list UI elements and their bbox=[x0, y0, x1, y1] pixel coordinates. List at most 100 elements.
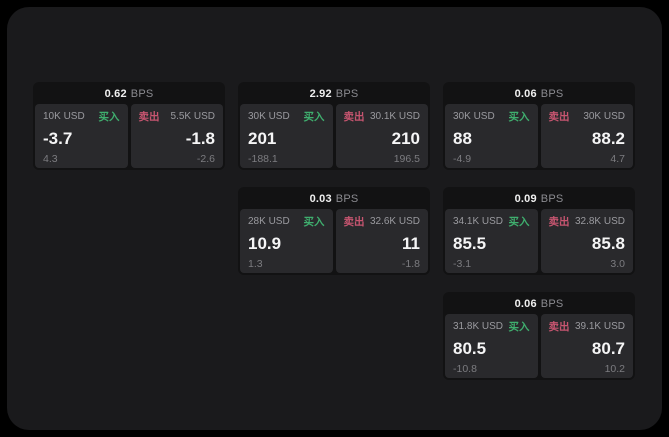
buy-price: 80.5 bbox=[453, 339, 487, 359]
sell-tile-top: 卖出 32.8K USD bbox=[549, 214, 626, 229]
buy-delta: -188.1 bbox=[248, 152, 278, 165]
bps-value: 2.92 bbox=[309, 88, 332, 100]
buy-price: 10.9 bbox=[248, 234, 282, 254]
quote-card-body: 30K USD 买入 88 -4.9 卖出 30K USD 88.2 4.7 bbox=[445, 104, 633, 168]
quote-card-body: 30K USD 买入 201 -188.1 卖出 30.1K USD 210 1… bbox=[240, 104, 428, 168]
sell-price: 210 bbox=[391, 129, 420, 149]
buy-delta: -4.9 bbox=[453, 152, 472, 165]
sell-tile[interactable]: 卖出 30.1K USD 210 196.5 bbox=[335, 104, 428, 168]
sell-tile[interactable]: 卖出 32.6K USD 11 -1.8 bbox=[335, 209, 428, 273]
buy-tile-top: 31.8K USD 买入 bbox=[453, 319, 530, 334]
buy-amount: 10K USD bbox=[43, 111, 85, 122]
bps-value: 0.03 bbox=[309, 193, 332, 205]
quote-card: 0.06 BPS 30K USD 买入 88 -4.9 卖出 30K USD 8… bbox=[443, 82, 635, 170]
bps-unit-label: BPS bbox=[540, 88, 564, 100]
buy-tile[interactable]: 34.1K USD 买入 85.5 -3.1 bbox=[445, 209, 538, 273]
sell-delta: 4.7 bbox=[610, 152, 625, 165]
quote-card: 0.06 BPS 31.8K USD 买入 80.5 -10.8 卖出 39.1… bbox=[443, 292, 635, 380]
buy-tile[interactable]: 28K USD 买入 10.9 1.3 bbox=[240, 209, 333, 273]
buy-amount: 30K USD bbox=[248, 111, 290, 122]
quote-card: 0.03 BPS 28K USD 买入 10.9 1.3 卖出 32.6K US… bbox=[238, 187, 430, 275]
sell-delta: 196.5 bbox=[393, 152, 420, 165]
sell-tile[interactable]: 卖出 32.8K USD 85.8 3.0 bbox=[540, 209, 633, 273]
sell-delta: 3.0 bbox=[610, 257, 625, 270]
app-window: 0.62 BPS 10K USD 买入 -3.7 4.3 卖出 5.5K USD… bbox=[7, 7, 662, 430]
bps-value: 0.62 bbox=[104, 88, 127, 100]
buy-tile[interactable]: 30K USD 买入 201 -188.1 bbox=[240, 104, 333, 168]
sell-amount: 32.6K USD bbox=[369, 216, 420, 227]
bps-value: 0.09 bbox=[514, 193, 537, 205]
buy-delta: 4.3 bbox=[43, 152, 58, 165]
bps-unit-label: BPS bbox=[130, 88, 154, 100]
bps-header: 0.06 BPS bbox=[445, 294, 633, 314]
quote-card: 2.92 BPS 30K USD 买入 201 -188.1 卖出 30.1K … bbox=[238, 82, 430, 170]
sell-tile[interactable]: 卖出 30K USD 88.2 4.7 bbox=[540, 104, 633, 168]
buy-side-label: 买入 bbox=[508, 216, 530, 228]
buy-price: -3.7 bbox=[43, 129, 73, 149]
bps-value: 0.06 bbox=[514, 88, 537, 100]
sell-price: -1.8 bbox=[185, 129, 215, 149]
sell-tile-top: 卖出 5.5K USD bbox=[139, 109, 216, 124]
sell-tile-top: 卖出 32.6K USD bbox=[344, 214, 421, 229]
buy-price: 85.5 bbox=[453, 234, 487, 254]
bps-header: 0.03 BPS bbox=[240, 189, 428, 209]
buy-side-label: 买入 bbox=[98, 111, 120, 123]
sell-price: 11 bbox=[402, 234, 420, 254]
sell-price: 80.7 bbox=[591, 339, 625, 359]
sell-delta: 10.2 bbox=[604, 362, 625, 375]
buy-amount: 31.8K USD bbox=[453, 321, 504, 332]
buy-side-label: 买入 bbox=[303, 111, 325, 123]
sell-delta: -2.6 bbox=[196, 152, 215, 165]
quote-card-body: 34.1K USD 买入 85.5 -3.1 卖出 32.8K USD 85.8… bbox=[445, 209, 633, 273]
buy-side-label: 买入 bbox=[508, 111, 530, 123]
buy-amount: 28K USD bbox=[248, 216, 290, 227]
bps-unit-label: BPS bbox=[335, 193, 359, 205]
sell-tile-top: 卖出 39.1K USD bbox=[549, 319, 626, 334]
sell-price: 85.8 bbox=[591, 234, 625, 254]
buy-side-label: 买入 bbox=[508, 321, 530, 333]
buy-amount: 34.1K USD bbox=[453, 216, 504, 227]
buy-amount: 30K USD bbox=[453, 111, 495, 122]
buy-delta: -3.1 bbox=[453, 257, 472, 270]
sell-side-label: 卖出 bbox=[548, 216, 570, 228]
buy-price: 88 bbox=[453, 129, 472, 149]
sell-delta: -1.8 bbox=[401, 257, 420, 270]
sell-side-label: 卖出 bbox=[548, 111, 570, 123]
bps-header: 0.62 BPS bbox=[35, 84, 223, 104]
buy-tile-top: 34.1K USD 买入 bbox=[453, 214, 530, 229]
buy-delta: 1.3 bbox=[248, 257, 263, 270]
bps-unit-label: BPS bbox=[540, 193, 564, 205]
buy-tile-top: 10K USD 买入 bbox=[43, 109, 120, 124]
sell-tile-top: 卖出 30K USD bbox=[549, 109, 626, 124]
sell-side-label: 卖出 bbox=[343, 216, 365, 228]
sell-tile[interactable]: 卖出 5.5K USD -1.8 -2.6 bbox=[130, 104, 223, 168]
sell-price: 88.2 bbox=[591, 129, 625, 149]
quote-card-body: 10K USD 买入 -3.7 4.3 卖出 5.5K USD -1.8 -2.… bbox=[35, 104, 223, 168]
sell-amount: 30K USD bbox=[583, 111, 625, 122]
buy-delta: -10.8 bbox=[453, 362, 477, 375]
buy-tile-top: 28K USD 买入 bbox=[248, 214, 325, 229]
sell-tile[interactable]: 卖出 39.1K USD 80.7 10.2 bbox=[540, 314, 633, 378]
buy-tile[interactable]: 10K USD 买入 -3.7 4.3 bbox=[35, 104, 128, 168]
buy-tile[interactable]: 30K USD 买入 88 -4.9 bbox=[445, 104, 538, 168]
sell-side-label: 卖出 bbox=[548, 321, 570, 333]
bps-value: 0.06 bbox=[514, 298, 537, 310]
sell-tile-top: 卖出 30.1K USD bbox=[344, 109, 421, 124]
buy-side-label: 买入 bbox=[303, 216, 325, 228]
sell-amount: 30.1K USD bbox=[369, 111, 420, 122]
sell-side-label: 卖出 bbox=[138, 111, 160, 123]
bps-header: 0.09 BPS bbox=[445, 189, 633, 209]
sell-amount: 5.5K USD bbox=[170, 111, 215, 122]
quote-card: 0.62 BPS 10K USD 买入 -3.7 4.3 卖出 5.5K USD… bbox=[33, 82, 225, 170]
bps-header: 0.06 BPS bbox=[445, 84, 633, 104]
bps-header: 2.92 BPS bbox=[240, 84, 428, 104]
quote-card-body: 28K USD 买入 10.9 1.3 卖出 32.6K USD 11 -1.8 bbox=[240, 209, 428, 273]
buy-price: 201 bbox=[248, 129, 277, 149]
buy-tile[interactable]: 31.8K USD 买入 80.5 -10.8 bbox=[445, 314, 538, 378]
quote-card: 0.09 BPS 34.1K USD 买入 85.5 -3.1 卖出 32.8K… bbox=[443, 187, 635, 275]
sell-side-label: 卖出 bbox=[343, 111, 365, 123]
sell-amount: 39.1K USD bbox=[574, 321, 625, 332]
sell-amount: 32.8K USD bbox=[574, 216, 625, 227]
quote-card-body: 31.8K USD 买入 80.5 -10.8 卖出 39.1K USD 80.… bbox=[445, 314, 633, 378]
